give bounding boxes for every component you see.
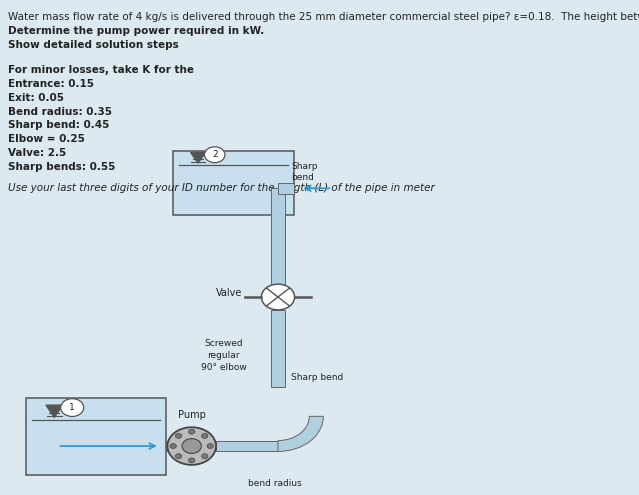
Wedge shape xyxy=(278,416,323,451)
Circle shape xyxy=(207,444,213,448)
Bar xyxy=(278,183,294,194)
Text: 2: 2 xyxy=(212,150,217,159)
Circle shape xyxy=(189,429,195,434)
Circle shape xyxy=(202,434,208,439)
Text: Sharp bend: Sharp bend xyxy=(291,373,344,382)
Circle shape xyxy=(204,147,225,163)
Circle shape xyxy=(202,454,208,459)
Text: Show detailed solution steps: Show detailed solution steps xyxy=(8,40,179,50)
Circle shape xyxy=(182,439,201,453)
Text: 1: 1 xyxy=(70,403,75,412)
Text: Exit: 0.05: Exit: 0.05 xyxy=(8,93,65,103)
Circle shape xyxy=(175,454,181,459)
Circle shape xyxy=(61,398,84,416)
Text: Sharp
bend: Sharp bend xyxy=(291,162,318,182)
Text: Valve: Valve xyxy=(216,288,242,298)
Bar xyxy=(26,398,166,475)
Text: bend radius: bend radius xyxy=(248,479,302,488)
Bar xyxy=(271,310,285,387)
Bar xyxy=(271,188,285,284)
Text: Entrance: 0.15: Entrance: 0.15 xyxy=(8,79,95,89)
Bar xyxy=(216,441,278,451)
Polygon shape xyxy=(46,405,63,417)
Polygon shape xyxy=(190,152,206,163)
Text: Determine the pump power required in kW.: Determine the pump power required in kW. xyxy=(8,26,265,36)
Text: Pump: Pump xyxy=(178,410,206,420)
Text: Sharp bends: 0.55: Sharp bends: 0.55 xyxy=(8,162,116,172)
Text: Water mass flow rate of 4 kg/s is delivered through the 25 mm diameter commercia: Water mass flow rate of 4 kg/s is delive… xyxy=(8,12,639,22)
Circle shape xyxy=(261,284,295,310)
Bar xyxy=(173,151,294,215)
Text: Use your last three digits of your ID number for the length (L) of the pipe in m: Use your last three digits of your ID nu… xyxy=(8,183,435,193)
Text: Valve: 2.5: Valve: 2.5 xyxy=(8,148,66,158)
Text: Elbow = 0.25: Elbow = 0.25 xyxy=(8,134,85,145)
Circle shape xyxy=(170,444,176,448)
Circle shape xyxy=(175,434,181,439)
Text: For minor losses, take K for the: For minor losses, take K for the xyxy=(8,65,194,75)
Circle shape xyxy=(189,458,195,463)
Text: Sharp bend: 0.45: Sharp bend: 0.45 xyxy=(8,120,110,131)
Text: Bend radius: 0.35: Bend radius: 0.35 xyxy=(8,106,112,117)
Text: Screwed
regular
90° elbow: Screwed regular 90° elbow xyxy=(201,339,247,372)
Circle shape xyxy=(167,427,216,465)
Bar xyxy=(166,441,167,451)
